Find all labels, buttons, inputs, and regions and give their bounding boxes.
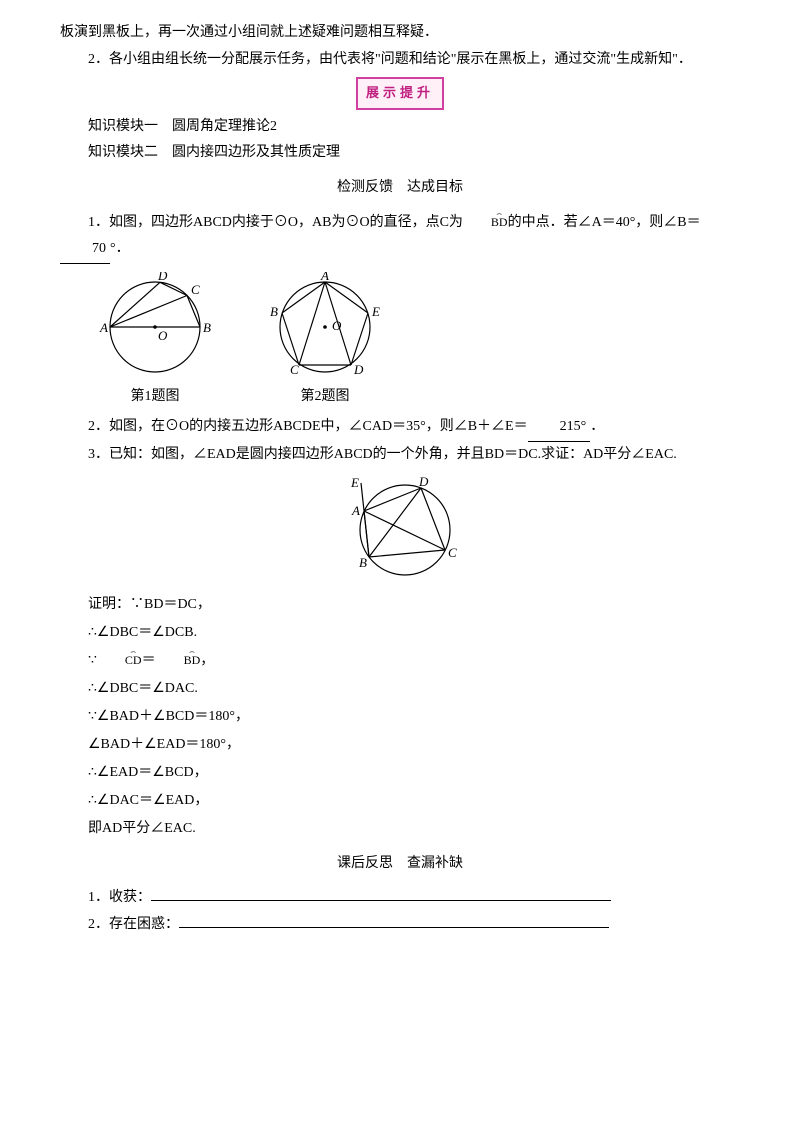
- q2-answer-blank: 215°: [528, 414, 591, 442]
- module-2: 知识模块二 圆内接四边形及其性质定理: [60, 140, 740, 167]
- svg-text:E: E: [350, 475, 359, 490]
- reflect-2-blank: [179, 927, 609, 928]
- svg-text:D: D: [418, 475, 429, 489]
- arc-cd: ⌢CD: [97, 649, 142, 666]
- figure-3-svg: E A D B C: [335, 475, 465, 585]
- proof-line-6: ∠BAD＋∠EAD＝180°，: [60, 731, 740, 759]
- proof-line-1: 证明：∵BD＝DC，: [60, 591, 740, 619]
- q2-prefix: 2．如图，在⊙O的内接五边形ABCDE中，∠CAD＝35°，则∠B＋∠E＝: [88, 419, 528, 434]
- question-3: 3．已知：如图，∠EAD是圆内接四边形ABCD的一个外角，并且BD＝DC.求证：…: [60, 442, 740, 469]
- q1-mid: 的中点．若∠A＝40°，则∠B＝: [508, 215, 701, 230]
- banner-display-improve: 展示提升: [356, 77, 444, 110]
- question-2: 2．如图，在⊙O的内接五边形ABCDE中，∠CAD＝35°，则∠B＋∠E＝215…: [60, 414, 740, 442]
- reflect-1-label: 1．收获：: [88, 890, 151, 905]
- q1-answer-blank: 70: [60, 236, 110, 264]
- figure-1: A B C D O 第1题图: [90, 272, 220, 411]
- svg-text:O: O: [158, 328, 168, 343]
- intro-text-1: 板演到黑板上，再一次通过小组间就上述疑难问题相互释疑．: [60, 20, 740, 47]
- q2-suffix: ．: [590, 419, 604, 434]
- section-title-reflect: 课后反思 查漏补缺: [60, 851, 740, 878]
- proof-line-4: ∴∠DBC＝∠DAC.: [60, 675, 740, 703]
- figure-2: A E D C B O 第2题图: [260, 272, 390, 411]
- figure-1-caption: 第1题图: [90, 384, 220, 411]
- arc-bd-2: ⌢BD: [156, 649, 201, 666]
- reflect-2-label: 2．存在困惑：: [88, 917, 179, 932]
- svg-text:C: C: [448, 545, 457, 560]
- svg-text:E: E: [371, 304, 380, 319]
- figures-row-1: A B C D O 第1题图 A E D C B O 第2题图: [90, 272, 740, 411]
- proof-line-8: ∴∠DAC＝∠EAD，: [60, 787, 740, 815]
- proof3-eq: ＝: [142, 653, 156, 668]
- reflect-1-blank: [151, 900, 611, 901]
- svg-text:A: A: [99, 320, 108, 335]
- proof-line-2: ∴∠DBC＝∠DCB.: [60, 619, 740, 647]
- svg-text:D: D: [157, 272, 168, 283]
- figure-2-caption: 第2题图: [260, 384, 390, 411]
- svg-text:A: A: [320, 272, 329, 283]
- section-title-feedback: 检测反馈 达成目标: [60, 175, 740, 202]
- intro-text-2: 2．各小组由组长统一分配展示任务，由代表将"问题和结论"展示在黑板上，通过交流"…: [60, 47, 740, 74]
- svg-text:O: O: [332, 318, 342, 333]
- svg-text:B: B: [203, 320, 211, 335]
- figure-3-container: E A D B C: [60, 475, 740, 585]
- reflect-2: 2．存在困惑：: [60, 912, 740, 939]
- figure-1-svg: A B C D O: [90, 272, 220, 382]
- proof3-comma: ，: [200, 653, 214, 668]
- figure-2-svg: A E D C B O: [260, 272, 390, 382]
- q1-suffix: °．: [110, 241, 130, 256]
- svg-text:C: C: [290, 362, 299, 377]
- svg-text:D: D: [353, 362, 364, 377]
- svg-text:B: B: [270, 304, 278, 319]
- svg-text:C: C: [191, 282, 200, 297]
- q1-prefix: 1．如图，四边形ABCD内接于⊙O，AB为⊙O的直径，点C为: [88, 215, 463, 230]
- proof-line-5: ∵∠BAD＋∠BCD＝180°，: [60, 703, 740, 731]
- proof-block: 证明：∵BD＝DC， ∴∠DBC＝∠DCB. ∵⌢CD＝⌢BD， ∴∠DBC＝∠…: [60, 591, 740, 843]
- question-1: 1．如图，四边形ABCD内接于⊙O，AB为⊙O的直径，点C为⌢BD的中点．若∠A…: [60, 210, 740, 264]
- svg-text:A: A: [351, 503, 360, 518]
- arc-bd: ⌢BD: [463, 211, 508, 228]
- proof3-because: ∵: [88, 653, 97, 668]
- proof-line-7: ∴∠EAD＝∠BCD，: [60, 759, 740, 787]
- module-1: 知识模块一 圆周角定理推论2: [60, 114, 740, 141]
- proof-line-3: ∵⌢CD＝⌢BD，: [60, 647, 740, 675]
- proof-line-9: 即AD平分∠EAC.: [60, 815, 740, 843]
- svg-text:B: B: [359, 555, 367, 570]
- reflect-1: 1．收获：: [60, 885, 740, 912]
